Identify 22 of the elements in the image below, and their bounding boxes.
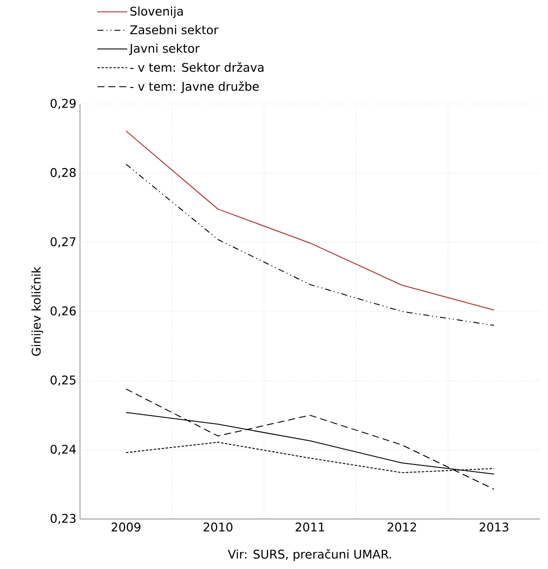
y-tick-label: 0,23: [50, 514, 76, 524]
x-tick-label: 2009: [112, 522, 140, 532]
x-tick-label: 2010: [204, 522, 232, 532]
legend-label: Javni sektor: [129, 44, 200, 56]
y-tick-label: 0,26: [50, 306, 76, 317]
legend-label: - v tem: Javne družbe: [130, 81, 259, 94]
y-tick-label: 0,24: [50, 444, 76, 455]
x-tick-label: 2013: [480, 522, 508, 532]
legend-label: Zasebni sektor: [130, 25, 218, 34]
y-tick-label: 0,27: [50, 237, 76, 248]
y-axis-title: Ginijev količnik: [30, 266, 44, 356]
y-tick-label: 0,29: [50, 98, 76, 110]
legend-label: Slovenija: [130, 6, 183, 18]
y-tick-label: 0,28: [50, 168, 76, 178]
text: Vir: SURS, preračuni UMAR.: [228, 548, 391, 562]
line-series: [126, 388, 494, 490]
legend-label: - v tem: Sektor država: [130, 62, 264, 72]
line-series: [126, 164, 494, 326]
x-tick-label: 2011: [296, 522, 324, 532]
y-tick-label: 0,25: [50, 376, 76, 386]
x-tick-label: 2012: [388, 522, 416, 532]
line-series: [126, 130, 494, 311]
